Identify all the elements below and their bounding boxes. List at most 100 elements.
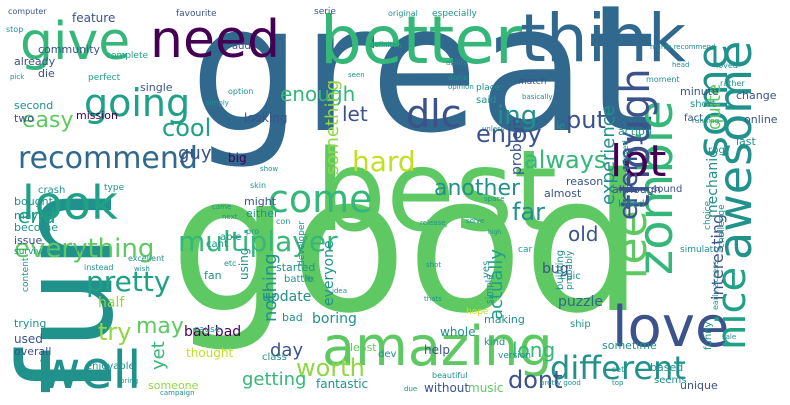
word-different: different bbox=[550, 349, 686, 387]
word-two: two bbox=[14, 112, 35, 125]
word-already: already bbox=[14, 55, 56, 68]
word-add: add bbox=[232, 41, 251, 52]
word-bug: bug bbox=[542, 261, 569, 277]
word-car: car bbox=[518, 245, 533, 255]
word-put: put bbox=[566, 106, 606, 134]
word-either: either bbox=[246, 207, 279, 220]
word-running: running bbox=[692, 117, 720, 125]
word-come: come bbox=[268, 177, 373, 221]
word-kind: kind bbox=[484, 337, 506, 348]
word-sometime: sometime bbox=[602, 339, 657, 352]
word-dlc: dlc bbox=[406, 92, 462, 136]
word-shot: shot bbox=[426, 261, 442, 269]
word-easy: easy bbox=[22, 108, 74, 133]
word-challenge: challenge bbox=[717, 204, 727, 248]
word-community: community bbox=[38, 43, 101, 56]
word-rather: rather bbox=[720, 79, 745, 88]
word-pretty-good: pretty good bbox=[540, 379, 581, 387]
word-survival: survival bbox=[14, 247, 50, 257]
word-mission: mission bbox=[76, 109, 118, 122]
word-cant: cant bbox=[206, 239, 228, 250]
word-killed: killed bbox=[618, 199, 645, 210]
word-ing: ing bbox=[497, 101, 538, 131]
word-skin: skin bbox=[250, 181, 267, 190]
word-enjoyable: enjoyable bbox=[86, 361, 135, 372]
word-give: give bbox=[20, 12, 131, 72]
word-match: match bbox=[518, 77, 547, 87]
word-instead: instead bbox=[84, 263, 114, 272]
word-especially: especially bbox=[432, 9, 477, 19]
word-serie: serie bbox=[314, 7, 336, 17]
word-puzzle: puzzle bbox=[558, 294, 603, 310]
word-etc: etc bbox=[224, 259, 237, 268]
word-next: next bbox=[222, 213, 238, 221]
word-reason: reason bbox=[566, 175, 604, 188]
word-hope: hope bbox=[466, 307, 489, 317]
word-head: head bbox=[672, 61, 690, 69]
word-sale: sale bbox=[722, 333, 737, 341]
word-moment: moment bbox=[646, 75, 680, 84]
word-fan: fan bbox=[204, 269, 222, 282]
word-need: need bbox=[150, 10, 280, 70]
word-almost: almost bbox=[544, 187, 582, 200]
word-everyone: everyone bbox=[321, 240, 337, 306]
word-last: last bbox=[736, 135, 756, 148]
word-crash: crash bbox=[38, 185, 66, 196]
word-simple: simple bbox=[485, 274, 495, 304]
word-basically: basically bbox=[522, 93, 553, 101]
word-enough: enough bbox=[280, 82, 356, 106]
word-sound: sound bbox=[652, 184, 683, 195]
word-funny: funny bbox=[703, 321, 714, 350]
word-dont: dont bbox=[508, 366, 563, 394]
word-ship: ship bbox=[570, 319, 591, 330]
word-short: short bbox=[690, 99, 716, 110]
word-getting: getting bbox=[242, 369, 307, 390]
word-beautiful: beautiful bbox=[432, 371, 468, 380]
word-said: said bbox=[476, 95, 497, 106]
word-idea: idea bbox=[332, 287, 347, 295]
word-think: think bbox=[520, 0, 687, 77]
word-favourite: favourite bbox=[176, 9, 217, 19]
word-started: started bbox=[276, 261, 316, 274]
word-version: version bbox=[498, 351, 531, 361]
word-battle: battle bbox=[284, 274, 314, 285]
word-perfect: perfect bbox=[88, 73, 121, 83]
word-love: love bbox=[612, 295, 730, 360]
word-great: great bbox=[190, 0, 656, 172]
word-best: best bbox=[315, 127, 558, 257]
word-maybe: maybe bbox=[14, 209, 52, 222]
word-con: con bbox=[276, 217, 291, 226]
word-fantastic: fantastic bbox=[316, 377, 369, 391]
word-excellent: excellent bbox=[128, 254, 165, 263]
word-without: without bbox=[424, 381, 470, 395]
word-set: set bbox=[612, 365, 625, 374]
word-stop: stop bbox=[6, 25, 24, 34]
word-complete: complete bbox=[106, 51, 149, 61]
word-might: might bbox=[244, 195, 277, 208]
word-wish: wish bbox=[134, 265, 150, 273]
word-loved: loved bbox=[716, 61, 738, 70]
word-able: able bbox=[220, 232, 242, 243]
word-computer: computer bbox=[8, 7, 47, 16]
word-thats: thats bbox=[424, 295, 442, 303]
word-making: making bbox=[484, 313, 525, 326]
word-seems: seems bbox=[654, 375, 687, 386]
word-cool: cool bbox=[162, 114, 212, 142]
word-single: single bbox=[140, 81, 173, 94]
word-show: show bbox=[260, 165, 279, 173]
word-done: done bbox=[448, 73, 468, 82]
word-boring: boring bbox=[312, 311, 357, 327]
word-definitely: definitely bbox=[370, 41, 403, 49]
word-fact: fact bbox=[684, 113, 704, 124]
word-action: action bbox=[618, 125, 652, 138]
word-become: become bbox=[14, 221, 59, 234]
word-least: least bbox=[350, 341, 377, 354]
word-although: although bbox=[612, 183, 661, 196]
word-epic: epic bbox=[560, 271, 581, 282]
word-option: option bbox=[228, 87, 254, 96]
word-lot: lot bbox=[610, 136, 667, 187]
word-enjoyed: enjoyed bbox=[621, 140, 630, 172]
word-minute: minute bbox=[680, 85, 719, 98]
word-let: let bbox=[342, 102, 368, 126]
word-bring: bring bbox=[120, 377, 139, 385]
